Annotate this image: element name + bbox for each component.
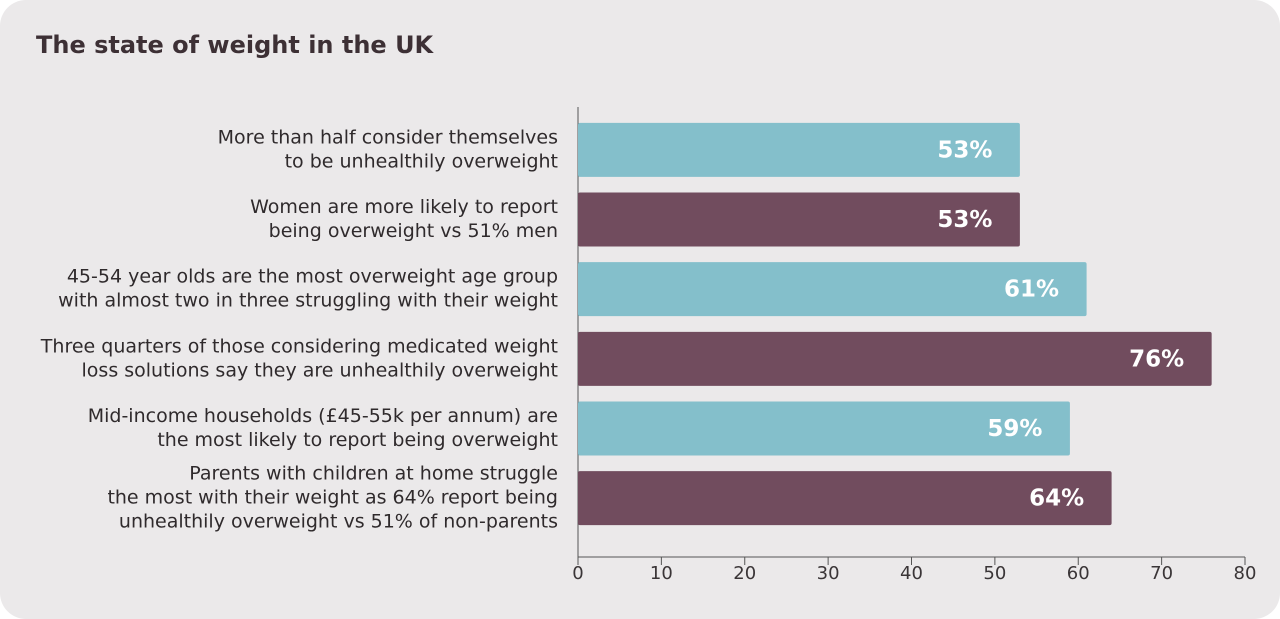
value-label: 61% — [1004, 277, 1059, 303]
category-label: Parents with children at home struggle — [189, 463, 558, 485]
category-label: with almost two in three struggling with… — [58, 290, 558, 312]
category-label: the most likely to report being overweig… — [157, 429, 558, 451]
x-tick-label: 40 — [900, 563, 923, 584]
x-tick-label: 80 — [1234, 563, 1257, 584]
category-label: More than half consider themselves — [218, 126, 558, 148]
x-tick-label: 50 — [983, 563, 1006, 584]
x-tick-label: 20 — [733, 563, 756, 584]
bar — [578, 331, 1212, 386]
category-label: Mid-income households (£45-55k per annum… — [88, 405, 558, 427]
chart-title: The state of weight in the UK — [36, 31, 435, 59]
category-label: being overweight vs 51% men — [269, 220, 558, 242]
category-label: Women are more likely to report — [250, 196, 558, 218]
x-tick-label: 70 — [1150, 563, 1173, 584]
category-label: to be unhealthily overweight — [285, 150, 558, 172]
category-label: 45-54 year olds are the most overweight … — [67, 266, 558, 288]
bar — [578, 122, 1020, 177]
value-label: 64% — [1029, 486, 1084, 512]
category-label: loss solutions say they are unhealthily … — [82, 359, 558, 381]
x-tick-label: 30 — [817, 563, 840, 584]
bar — [578, 471, 1112, 526]
value-label: 53% — [937, 207, 992, 233]
value-label: 53% — [937, 137, 992, 163]
value-label: 59% — [987, 416, 1042, 442]
category-label: the most with their weight as 64% report… — [107, 487, 558, 509]
bar — [578, 192, 1020, 247]
x-tick-label: 10 — [650, 563, 673, 584]
value-label: 76% — [1129, 346, 1184, 372]
bar — [578, 262, 1087, 317]
category-label: unhealthily overweight vs 51% of non-par… — [119, 511, 558, 533]
x-tick-label: 60 — [1067, 563, 1090, 584]
category-label: Three quarters of those considering medi… — [40, 335, 558, 357]
bar — [578, 401, 1070, 456]
x-tick-label: 0 — [572, 563, 583, 584]
